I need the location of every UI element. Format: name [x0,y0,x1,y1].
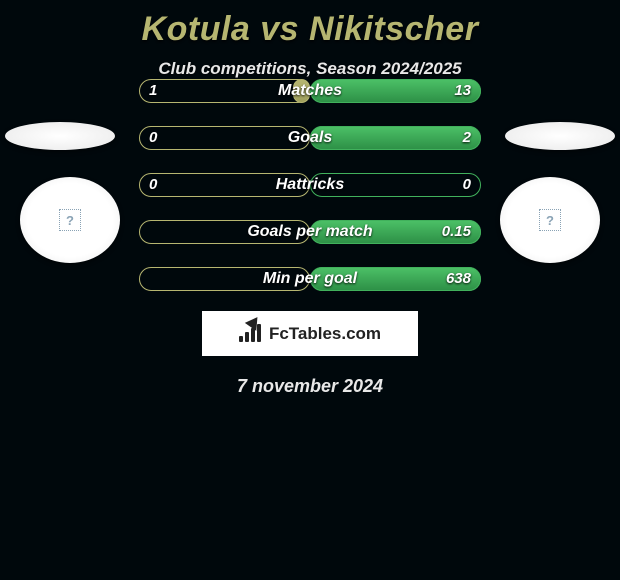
stat-row: 0.15Goals per match [139,220,481,244]
left-player-photo-placeholder [5,122,115,150]
missing-image-icon [539,209,561,231]
stat-row: 638Min per goal [139,267,481,291]
page-title: Kotula vs Nikitscher [0,0,620,49]
stat-name-label: Goals per match [139,220,481,244]
subtitle: Club competitions, Season 2024/2025 [0,59,620,79]
right-club-logo [500,177,600,263]
stat-name-label: Min per goal [139,267,481,291]
source-attribution: FcTables.com [202,311,418,356]
missing-image-icon [59,209,81,231]
stat-name-label: Hattricks [139,173,481,197]
stat-row: 113Matches [139,79,481,103]
stat-name-label: Goals [139,126,481,150]
stat-row: 02Goals [139,126,481,150]
source-text: FcTables.com [269,324,381,344]
date-label: 7 november 2024 [0,376,620,397]
stat-row: 00Hattricks [139,173,481,197]
left-club-logo [20,177,120,263]
bar-chart-icon [239,322,263,346]
stat-name-label: Matches [139,79,481,103]
stats-comparison: 113Matches 02Goals 00Hattricks 0.15Goals pe… [139,79,481,291]
right-player-photo-placeholder [505,122,615,150]
